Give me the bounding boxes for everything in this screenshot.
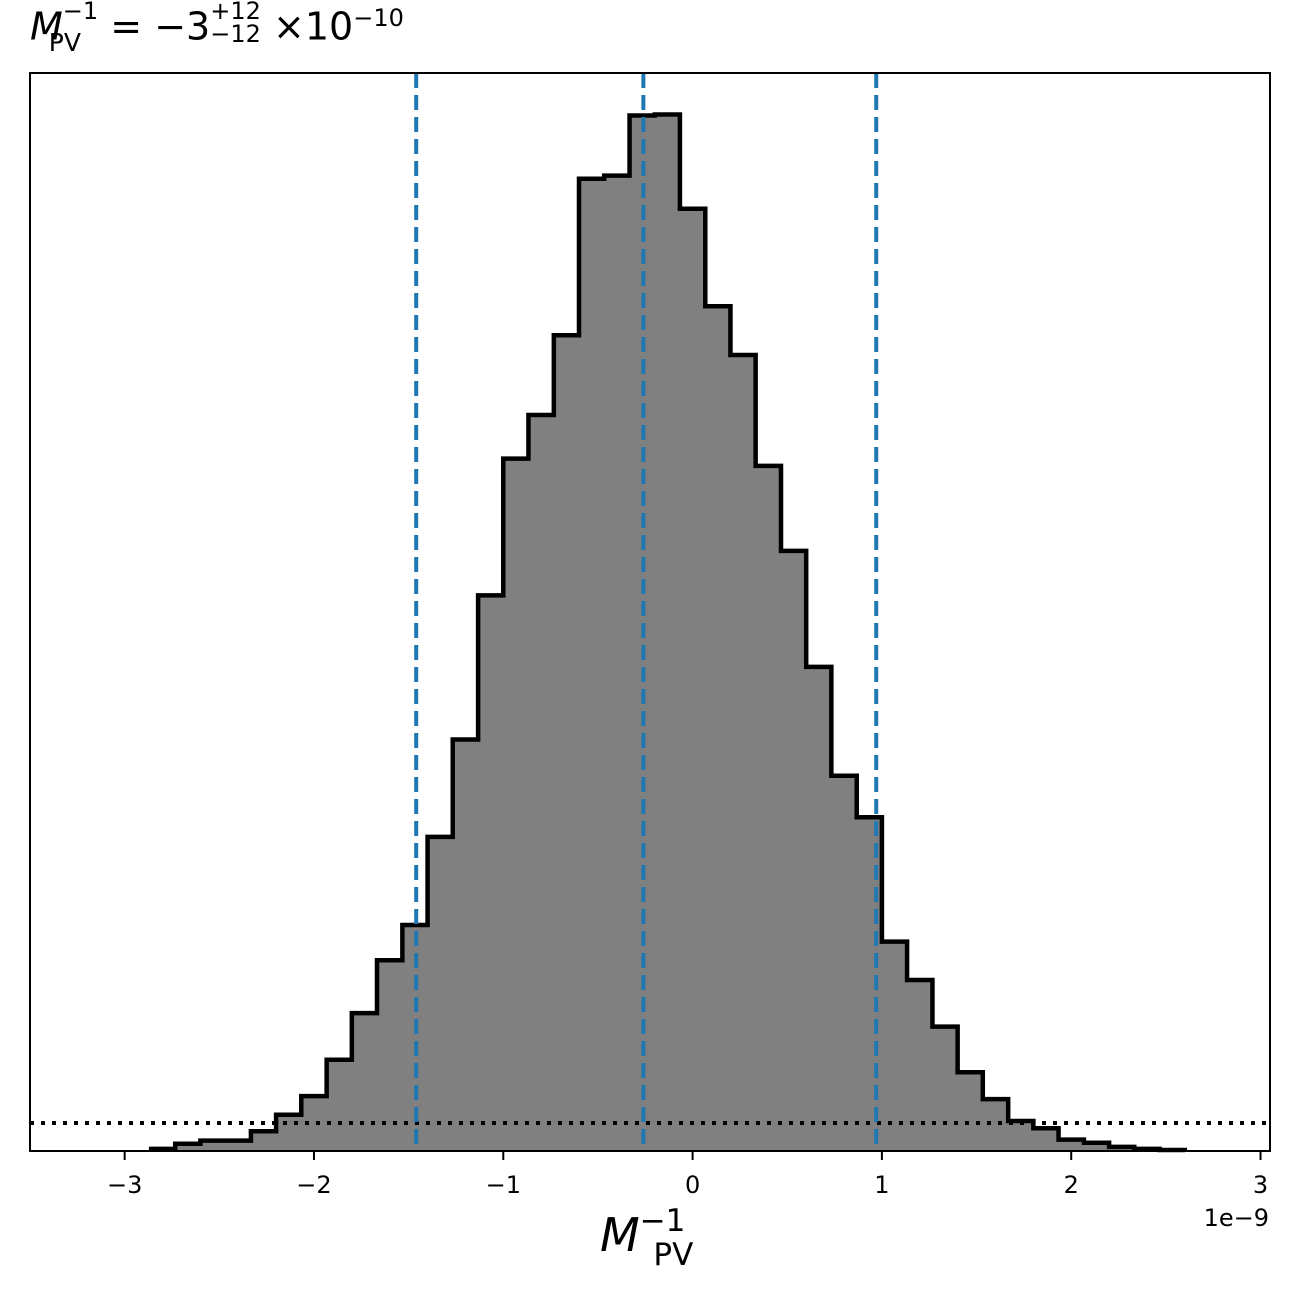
histogram-bar	[1008, 1120, 1034, 1151]
histogram-bar	[654, 114, 681, 1151]
title-value: −3	[154, 4, 211, 49]
histogram-bar	[528, 415, 555, 1151]
chart-title: M −1 PV = −3 +12 −12 ×10−10	[30, 0, 404, 55]
histogram-bar	[781, 550, 807, 1151]
histogram-bar	[730, 354, 757, 1151]
xlabel-sub: PV	[653, 1237, 694, 1273]
title-errors: +12 −12	[210, 0, 261, 46]
title-times: ×	[273, 4, 305, 49]
histogram-bar	[452, 739, 479, 1151]
histogram-bar	[831, 775, 858, 1151]
histogram-bar	[957, 1072, 984, 1151]
title-sup-sub: −1 PV	[49, 0, 99, 55]
x-tick-label: 1	[874, 1171, 889, 1199]
histogram-bar	[806, 666, 832, 1151]
histogram-bar	[200, 1140, 252, 1151]
title-upper: +12	[210, 0, 261, 26]
histogram-bar	[1033, 1128, 1060, 1151]
x-tick-label: −1	[486, 1171, 521, 1199]
x-axis-label: M−1PV	[600, 1203, 693, 1273]
xlabel-sup: −1	[639, 1203, 686, 1239]
x-offset-label: 1e−9	[1203, 1204, 1269, 1232]
title-equals: =	[110, 4, 143, 49]
histogram-bar	[881, 941, 908, 1151]
x-tick-label: −2	[296, 1171, 331, 1199]
histogram-outline	[148, 112, 1188, 1153]
histogram-bar	[755, 465, 782, 1151]
histogram-bar	[276, 1114, 302, 1151]
histogram-bar	[503, 458, 529, 1152]
histogram-bar	[705, 306, 731, 1151]
histogram-bar	[1058, 1139, 1085, 1151]
title-symbol: M	[30, 4, 63, 49]
x-tick-label: 2	[1064, 1171, 1079, 1199]
histogram-bar	[427, 836, 454, 1151]
histogram-bar	[326, 1059, 353, 1151]
histogram-bar	[679, 208, 706, 1151]
title-exponent: −10	[353, 4, 404, 32]
plot-area: −3 −2 −1 0 1 2 3	[29, 72, 1271, 1199]
histogram-bar	[932, 1026, 959, 1151]
histogram-bar	[579, 178, 605, 1151]
title-lower: −12	[210, 20, 261, 49]
x-tick-label: −3	[107, 1171, 142, 1199]
histogram-bar	[175, 1143, 201, 1151]
histogram-bar	[250, 1131, 277, 1151]
x-tick-label: 3	[1253, 1171, 1268, 1199]
histogram-bar	[907, 979, 933, 1151]
histogram-bar	[982, 1099, 1009, 1151]
histogram-bar	[553, 335, 580, 1151]
xlabel-symbol: M	[600, 1208, 640, 1262]
histogram-bar	[604, 175, 631, 1151]
title-base: 10	[304, 4, 354, 49]
title-sub: PV	[48, 27, 81, 57]
histogram-bar	[478, 595, 504, 1151]
histogram-bar	[1083, 1142, 1110, 1151]
histogram-bar	[351, 1013, 378, 1151]
axes-frame	[29, 72, 1271, 1152]
x-tick-label: 0	[685, 1171, 700, 1199]
title-sup: −1	[62, 0, 99, 25]
histogram-bar	[856, 817, 883, 1151]
histogram-bar	[377, 960, 403, 1151]
